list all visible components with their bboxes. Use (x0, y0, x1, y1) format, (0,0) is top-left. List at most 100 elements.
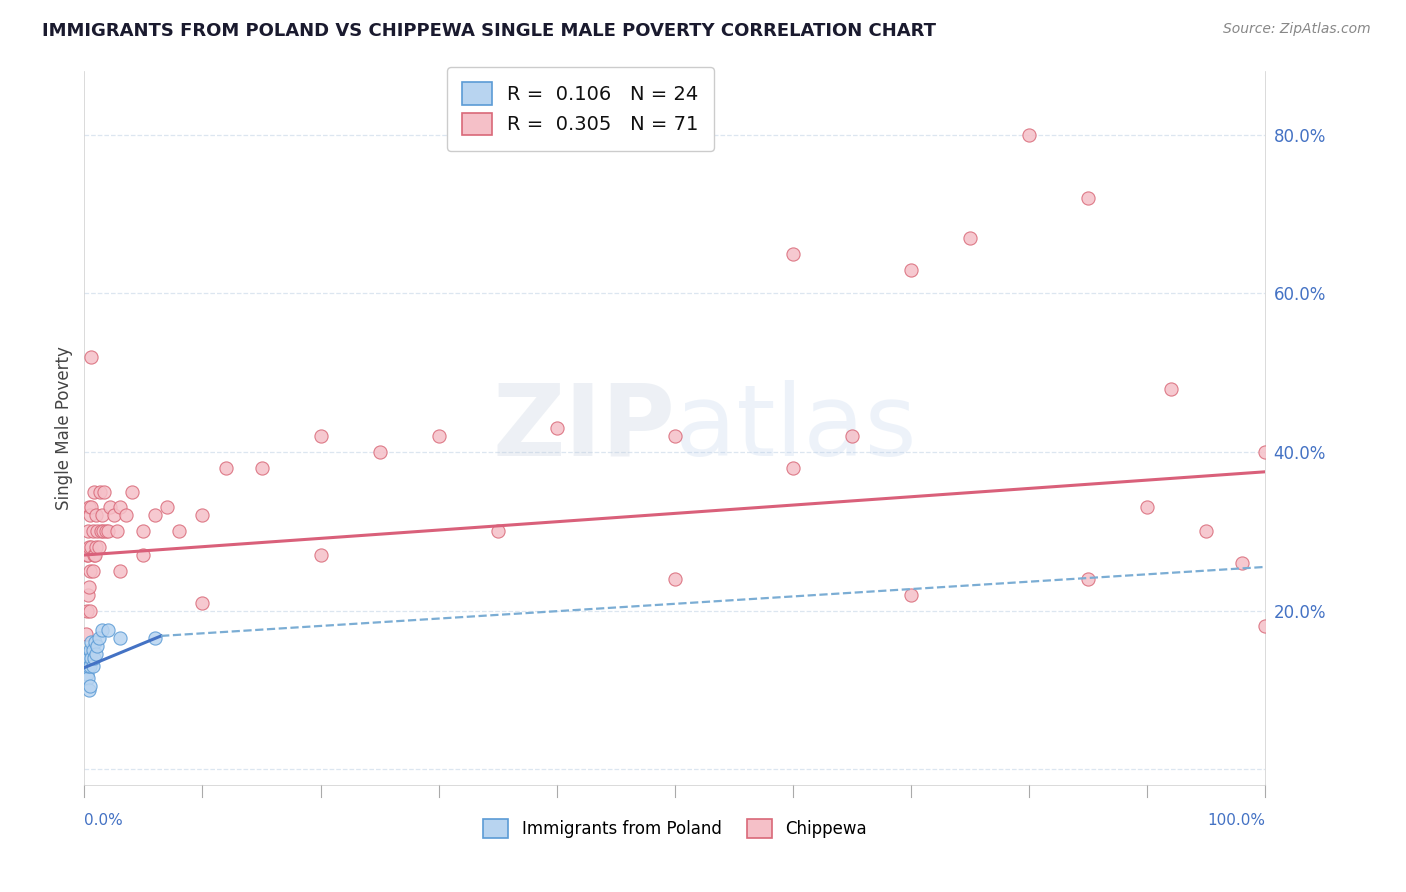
Point (79, 643, 101, 657)
Point (75, 659, 97, 673)
Point (77, 682, 100, 697)
Point (79, 603, 101, 617)
Point (82, 643, 104, 657)
Legend: Immigrants from Poland, Chippewa: Immigrants from Poland, Chippewa (474, 809, 876, 848)
Text: ZIP: ZIP (492, 380, 675, 476)
Point (250, 460, 273, 475)
Point (841, 429, 863, 443)
Point (143, 508, 166, 523)
Point (77, 548, 100, 562)
Point (76, 667, 98, 681)
Point (89, 484, 111, 499)
Point (1077, 191, 1099, 205)
Point (79, 508, 101, 523)
Point (108, 500, 131, 515)
Point (80, 635, 103, 649)
Point (900, 262, 922, 277)
Point (121, 484, 143, 499)
Point (84, 647, 107, 661)
Point (80, 651, 103, 665)
Point (782, 246, 804, 260)
Text: Source: ZipAtlas.com: Source: ZipAtlas.com (1223, 22, 1371, 37)
Point (75, 651, 97, 665)
Point (84, 548, 107, 562)
Point (664, 572, 686, 586)
Point (84, 635, 107, 649)
Text: 0.0%: 0.0% (84, 813, 124, 828)
Point (93, 484, 115, 499)
Point (86, 639, 108, 653)
Point (427, 429, 450, 443)
Point (900, 588, 922, 602)
Point (1160, 382, 1182, 396)
Point (1195, 524, 1218, 539)
Point (91, 508, 114, 523)
Point (77, 500, 100, 515)
Text: 100.0%: 100.0% (1208, 813, 1265, 828)
Point (215, 460, 238, 475)
Point (77, 540, 100, 554)
Point (77, 651, 100, 665)
Point (84, 508, 107, 523)
Point (103, 508, 125, 523)
Point (191, 596, 214, 610)
Y-axis label: Single Male Poverty: Single Male Poverty (55, 346, 73, 510)
Point (79, 659, 101, 673)
Point (87, 632, 110, 646)
Point (97, 524, 120, 539)
Point (108, 632, 131, 646)
Point (107, 524, 129, 539)
Point (80, 540, 103, 554)
Point (80, 350, 103, 364)
Point (546, 421, 568, 435)
Point (486, 524, 509, 539)
Point (77, 671, 100, 685)
Point (1018, 128, 1040, 142)
Point (959, 231, 981, 245)
Point (90, 524, 112, 539)
Point (80, 500, 103, 515)
Point (75, 627, 97, 641)
Point (91, 624, 114, 638)
Point (76, 603, 98, 617)
Point (309, 429, 332, 443)
Point (782, 460, 804, 475)
Point (83, 548, 105, 562)
Point (191, 508, 214, 523)
Point (108, 564, 131, 578)
Point (77, 524, 100, 539)
Point (309, 548, 332, 562)
Text: atlas: atlas (675, 380, 917, 476)
Point (1136, 500, 1159, 515)
Text: IMMIGRANTS FROM POLAND VS CHIPPEWA SINGLE MALE POVERTY CORRELATION CHART: IMMIGRANTS FROM POLAND VS CHIPPEWA SINGL… (42, 22, 936, 40)
Point (77, 659, 100, 673)
Point (87, 540, 110, 554)
Point (97, 624, 120, 638)
Point (1254, 619, 1277, 633)
Point (664, 429, 686, 443)
Point (1230, 556, 1253, 570)
Point (86, 524, 108, 539)
Point (79, 679, 101, 693)
Point (91, 524, 114, 539)
Point (143, 632, 166, 646)
Point (83, 651, 105, 665)
Point (76, 651, 98, 665)
Point (82, 564, 104, 578)
Point (156, 500, 179, 515)
Point (167, 524, 190, 539)
Point (368, 445, 391, 459)
Point (1254, 445, 1277, 459)
Point (132, 524, 155, 539)
Point (76, 548, 98, 562)
Point (132, 548, 155, 562)
Point (77, 647, 100, 661)
Point (1077, 572, 1099, 586)
Point (77, 580, 100, 594)
Point (79, 564, 101, 578)
Point (77, 588, 100, 602)
Point (84, 540, 107, 554)
Point (94, 524, 117, 539)
Point (83, 484, 105, 499)
Point (82, 659, 104, 673)
